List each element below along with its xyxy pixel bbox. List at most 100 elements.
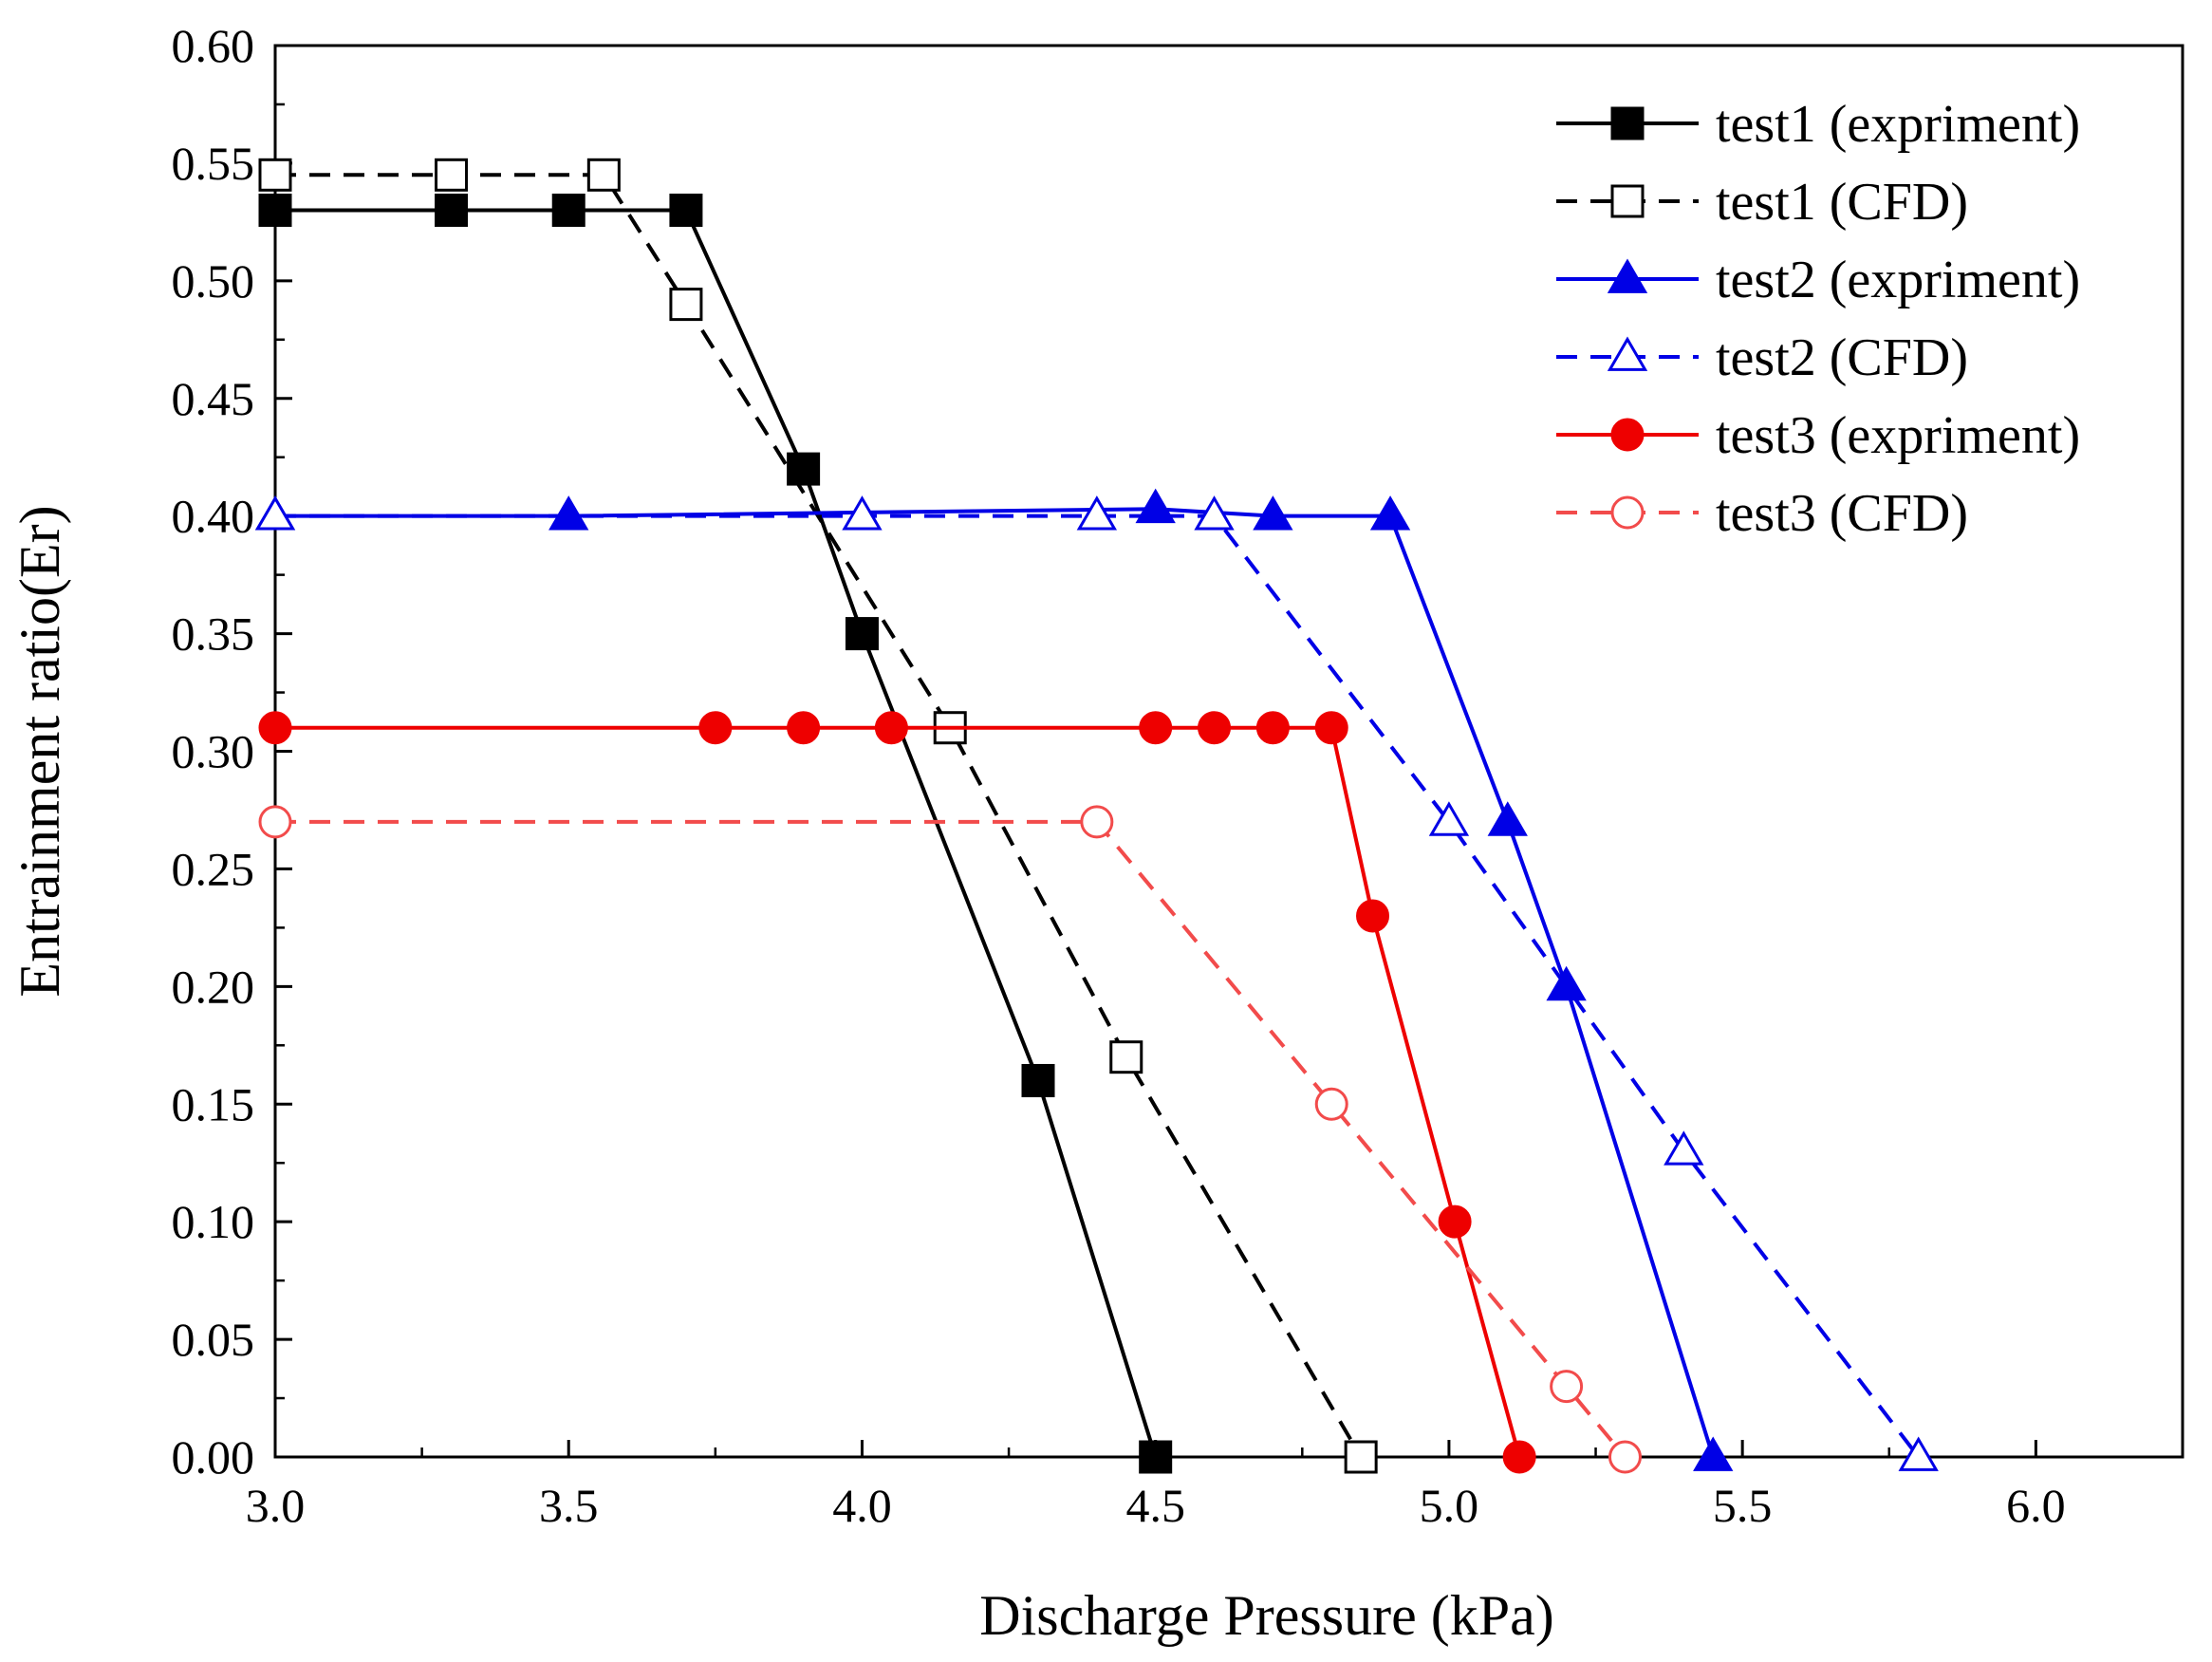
data-point — [1344, 1440, 1378, 1474]
x-tick-label: 4.5 — [1125, 1479, 1185, 1532]
data-point — [1664, 1130, 1704, 1166]
data-point — [258, 158, 292, 192]
data-point — [1693, 1436, 1734, 1471]
legend-item: test3 (CFD) — [1556, 484, 1968, 543]
data-point — [551, 193, 586, 227]
legend-marker — [1610, 418, 1645, 452]
y-tick-label: 0.35 — [172, 607, 255, 661]
data-point — [1487, 801, 1528, 836]
legend-marker — [1610, 495, 1645, 530]
data-point — [1021, 1063, 1055, 1097]
data-point — [787, 452, 821, 486]
data-point — [1198, 711, 1232, 745]
data-point — [1076, 495, 1118, 531]
y-tick-label: 0.60 — [172, 19, 255, 72]
x-tick-label: 5.0 — [1420, 1479, 1479, 1532]
legend-label: test2 (expriment) — [1716, 251, 2080, 309]
data-point — [845, 617, 879, 651]
data-point — [1109, 1040, 1143, 1074]
legend-label: test3 (CFD) — [1716, 484, 1968, 543]
data-point — [254, 495, 296, 531]
legend-marker — [1607, 258, 1648, 293]
data-point — [548, 495, 589, 531]
data-point — [1502, 1440, 1536, 1474]
y-axis-title: Entrainment ratio(Er) — [9, 505, 71, 997]
data-point — [1139, 1440, 1173, 1474]
y-tick-label: 0.10 — [172, 1195, 255, 1248]
x-tick-label: 4.0 — [832, 1479, 892, 1532]
data-point — [258, 711, 292, 745]
series-line — [275, 507, 1716, 1458]
data-point — [435, 158, 469, 192]
series-test3-expriment — [258, 711, 1536, 1474]
axes: 3.0 3.5 4.0 4.5 5.0 5.5 6.0 0.00 0.05 0.10 0.15 0.2… — [172, 19, 2066, 1532]
data-point — [1314, 1087, 1348, 1121]
y-tick-label: 0.00 — [172, 1430, 255, 1484]
y-tick-label: 0.15 — [172, 1077, 255, 1130]
data-point — [1194, 495, 1235, 531]
legend-item: test2 (expriment) — [1556, 251, 2080, 309]
data-point — [698, 711, 733, 745]
legend-item: test2 (CFD) — [1556, 328, 1968, 387]
data-point — [669, 193, 703, 227]
y-tick-label: 0.50 — [172, 254, 255, 308]
series-line — [275, 173, 1363, 1459]
x-tick-label: 6.0 — [2006, 1479, 2066, 1532]
y-tick-label: 0.40 — [172, 490, 255, 543]
series-line — [275, 208, 1158, 1458]
data-point — [1314, 711, 1348, 745]
legend-item: test3 (expriment) — [1556, 406, 2080, 465]
series-line — [275, 514, 1921, 1459]
legend-marker — [1610, 184, 1645, 218]
y-tick-label: 0.45 — [172, 372, 255, 425]
x-axis-title: Discharge Pressure (kPa) — [979, 1584, 1553, 1647]
legend-label: test3 (expriment) — [1716, 406, 2080, 465]
data-point — [586, 158, 621, 192]
x-tick-label: 5.5 — [1713, 1479, 1773, 1532]
data-point — [1608, 1440, 1642, 1474]
legend-item: test1 (CFD) — [1556, 173, 1968, 232]
legend-marker — [1610, 106, 1645, 140]
y-tick-label: 0.55 — [172, 137, 255, 190]
y-tick-label: 0.30 — [172, 725, 255, 778]
series-test3-cfd — [258, 805, 1642, 1474]
x-tick-label: 3.5 — [539, 1479, 599, 1532]
data-point — [1135, 488, 1176, 524]
series-test2-expriment — [254, 488, 1734, 1471]
data-point — [1550, 1370, 1584, 1404]
data-point — [1898, 1436, 1939, 1471]
legend-label: test1 (CFD) — [1716, 173, 1968, 232]
data-point — [1255, 711, 1290, 745]
data-point — [1139, 711, 1173, 745]
legend-label: test1 (expriment) — [1716, 95, 2080, 154]
y-tick-label: 0.05 — [172, 1313, 255, 1366]
x-tick-label: 3.0 — [246, 1479, 306, 1532]
legend-label: test2 (CFD) — [1716, 328, 1968, 387]
data-point — [1369, 495, 1411, 531]
series-test1-expriment — [258, 193, 1173, 1474]
legend: test1 (expriment) test1 (CFD) test2 (expri… — [1556, 95, 2080, 543]
data-point — [1356, 899, 1390, 933]
series-test2-cfd — [254, 495, 1939, 1471]
series-test1-cfd — [258, 158, 1378, 1474]
legend-item: test1 (expriment) — [1556, 95, 2080, 154]
y-tick-label: 0.20 — [172, 960, 255, 1013]
data-point — [1546, 965, 1587, 1001]
data-point — [258, 193, 292, 227]
data-point — [669, 288, 703, 322]
series-line — [275, 819, 1626, 1459]
series-layer — [254, 158, 1939, 1474]
data-point — [874, 711, 908, 745]
data-point — [258, 805, 292, 839]
legend-marker — [1607, 336, 1648, 371]
data-point — [1080, 805, 1114, 839]
data-point — [787, 711, 821, 745]
data-point — [1428, 801, 1470, 836]
data-point — [842, 495, 883, 531]
data-point — [435, 193, 469, 227]
data-point — [1253, 495, 1293, 531]
data-point — [1438, 1204, 1472, 1239]
y-tick-label: 0.25 — [172, 842, 255, 895]
